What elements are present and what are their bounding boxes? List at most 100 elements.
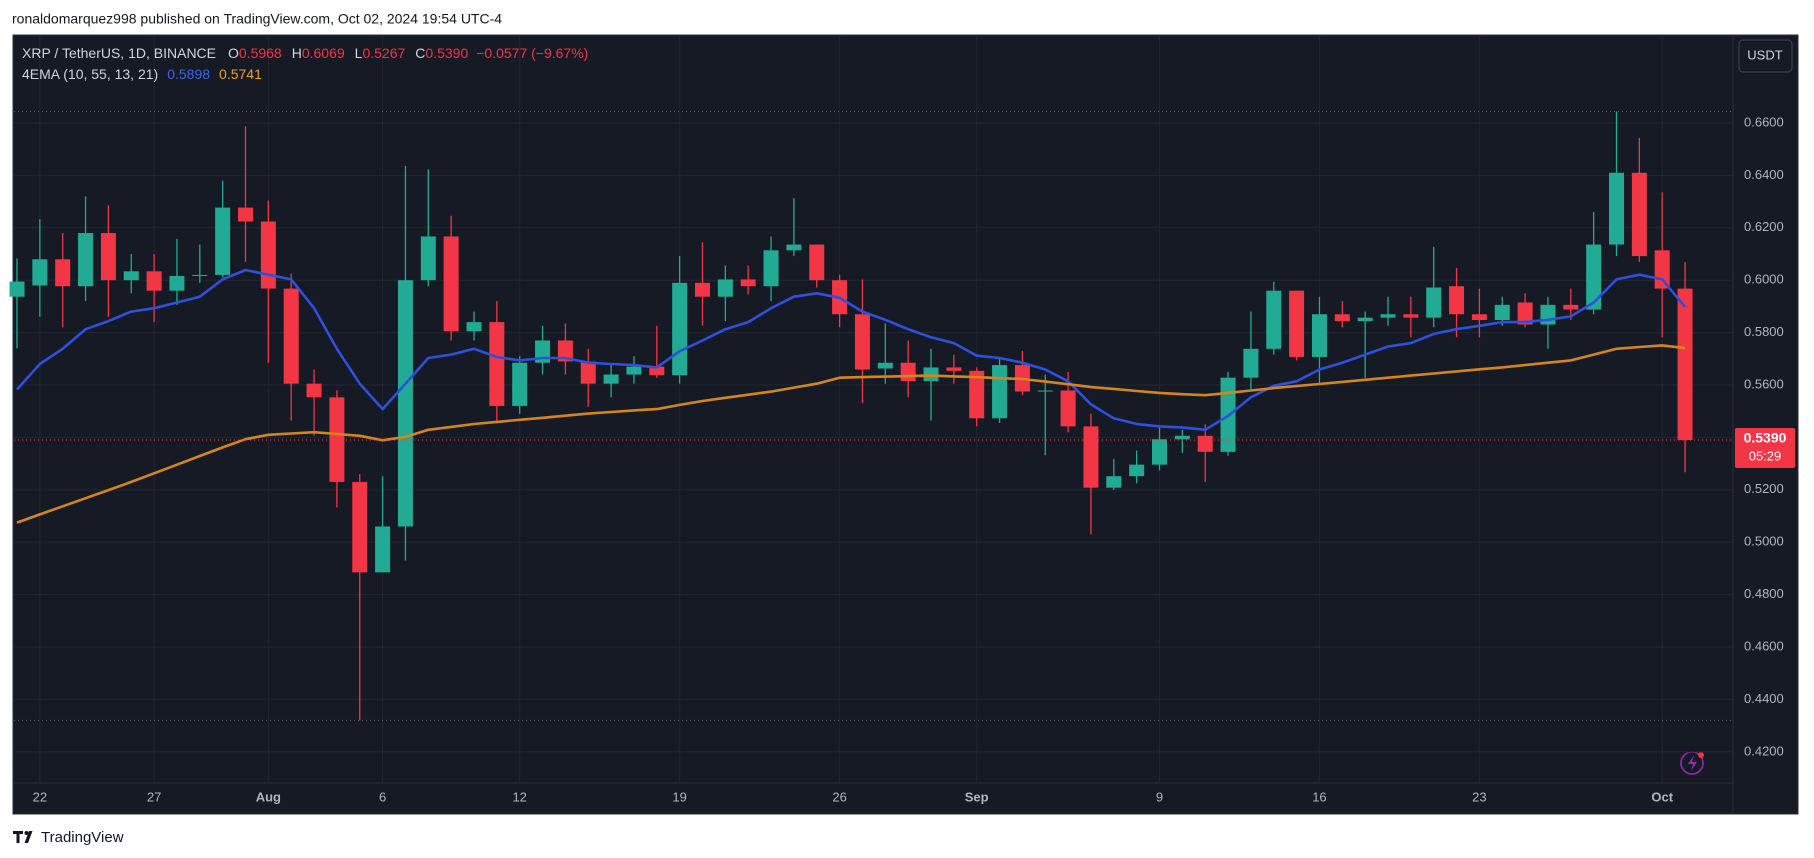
y-tick-label: 0.5200 [1744,481,1784,496]
x-tick-label: 12 [512,789,526,804]
candle-body [1403,314,1419,318]
candle-body [329,397,345,482]
last-price-label: 0.5390 [1744,430,1787,446]
candle-body [649,366,665,376]
y-tick-label: 0.4400 [1744,691,1784,706]
last-price-box [1735,428,1795,469]
y-tick-label: 0.5800 [1744,324,1784,339]
x-tick-label: 23 [1472,789,1486,804]
candle-body [443,236,459,332]
candle-body [1083,426,1099,488]
x-tick-label: 22 [33,789,47,804]
candles [9,111,1693,721]
legend-change: −0.0577 (−9.67%) [476,45,588,61]
candle-body [557,340,573,362]
candle-body [1677,288,1693,441]
x-tick-label: 27 [147,789,161,804]
legend-indicator: 4EMA (10, 55, 13, 21) 0.5898 0.5741 [22,66,262,82]
y-tick-label: 0.6200 [1744,219,1784,234]
candle-body [123,271,139,281]
candle-body [923,367,939,382]
y-tick-label: 0.6400 [1744,167,1784,182]
candle-body [1357,317,1373,322]
candle-body [1334,314,1350,322]
grid [14,36,1733,783]
candle-body [1060,390,1076,427]
candle-body [946,367,962,371]
y-tick-label: 0.6000 [1744,272,1784,287]
candle-body [969,370,985,419]
candle-body [603,374,619,384]
indicator-name: 4EMA (10, 55, 13, 21) [22,66,158,82]
candle-body [260,221,276,289]
indicator-value: 0.5741 [219,66,262,82]
candle-body [169,276,185,291]
candle-body [1494,304,1510,321]
candle-body [1311,314,1327,357]
y-tick-label: 0.5000 [1744,534,1784,549]
candle-body [1289,290,1305,357]
brand-logo [13,831,33,843]
candle-body [397,280,413,527]
y-tick-label: 0.4200 [1744,743,1784,758]
candle-body [1129,464,1145,477]
candle-body [78,233,94,287]
candle-body [1609,172,1624,245]
y-tick-label: 0.5600 [1744,376,1784,391]
candle-body [9,281,25,297]
legend-key: L [355,45,363,61]
currency-button[interactable] [1738,39,1793,73]
candle-body [854,314,870,370]
candle-body [55,259,71,287]
candle-body [1631,172,1647,257]
indicator-value: 0.5898 [167,66,210,82]
x-tick-label: 26 [832,789,846,804]
candle-body [580,361,596,384]
legend-value: 0.5390 [425,45,468,61]
ema-line [16,268,1687,432]
ema-line [16,344,1686,524]
candle-body [1426,287,1442,318]
candle-body [192,274,208,277]
candle-body [1037,390,1053,392]
candle-body [1106,476,1122,488]
candle-body [1449,286,1465,315]
candle-body [1654,250,1670,289]
legend-value: 0.5267 [362,45,405,61]
candle-body [146,271,162,291]
candle-body [1266,290,1282,349]
candle-body [1586,244,1602,310]
y-tick-label: 0.6600 [1744,114,1784,129]
candle-body [1197,435,1213,452]
candle-body [420,236,436,281]
candle-body [352,481,368,573]
candle-body [306,383,322,398]
candle-body [695,282,710,297]
candle-body [809,244,825,281]
candle-body [215,207,231,275]
candle-body [626,366,642,375]
x-tick-label: 19 [672,789,686,804]
currency-label[interactable]: USDT [1747,47,1782,62]
candle-body [763,250,779,287]
candle-body [1243,348,1259,378]
candle-body [238,207,253,222]
candle-body [1174,435,1190,440]
brand-name: TradingView [41,829,124,846]
candle-body [489,322,505,406]
candle-body [1563,304,1579,310]
x-tick-label: Aug [256,789,281,804]
x-tick-label: Sep [965,789,989,804]
legend-value: 0.6069 [302,45,345,61]
candle-body [900,362,916,382]
legend-key: C [415,45,425,61]
legend-key: H [292,45,302,61]
published-note: ronaldomarquez998 published on TradingVi… [12,11,502,27]
candle-body [512,362,528,406]
legend-title: XRP / TetherUS, 1D, BINANCE [22,45,216,61]
x-tick-label: 9 [1156,789,1163,804]
candle-body [1152,439,1167,465]
candle-body [1380,314,1396,318]
